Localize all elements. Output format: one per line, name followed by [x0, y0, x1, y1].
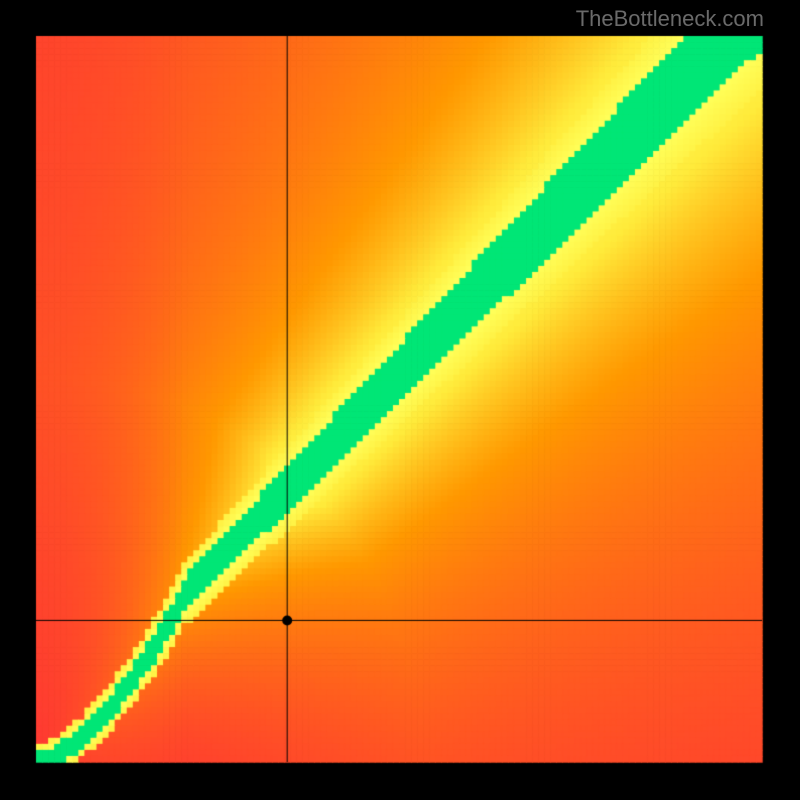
watermark-label: TheBottleneck.com — [576, 6, 764, 32]
chart-container: TheBottleneck.com — [0, 0, 800, 800]
bottleneck-heatmap — [0, 0, 800, 800]
